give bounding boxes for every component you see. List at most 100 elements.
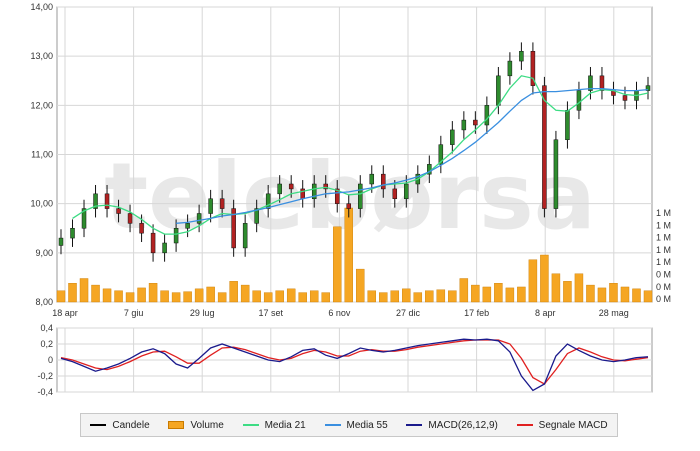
legend-label: Volume: [190, 419, 224, 431]
volume-bar: [183, 291, 192, 303]
volume-bar: [563, 281, 572, 303]
price-y-tick-label: 13,00: [30, 51, 53, 61]
volume-bar: [91, 284, 100, 303]
legend-swatch-macd: [406, 424, 423, 426]
candle-body: [185, 223, 190, 229]
candle-body: [334, 188, 340, 204]
candle-body: [311, 183, 317, 199]
legend-item-candele[interactable]: Candele: [90, 420, 150, 431]
legend-item-macd[interactable]: MACD(26,12,9): [406, 419, 498, 431]
volume-bar: [482, 286, 492, 303]
candle-body: [231, 208, 236, 249]
candle-body: [450, 129, 455, 145]
candle-body: [565, 110, 570, 140]
candle-body: [519, 51, 524, 62]
volume-axis-label: 0 M: [656, 282, 671, 292]
volume-bar: [217, 292, 227, 303]
volume-bar: [528, 259, 538, 303]
x-tick-label: 17 feb: [464, 308, 489, 318]
candle-body: [58, 237, 64, 246]
candle-body: [196, 213, 202, 224]
candle-body: [208, 198, 213, 214]
volume-bar: [125, 292, 135, 303]
candle-body: [369, 173, 375, 185]
legend-item-volume[interactable]: Volume: [168, 419, 224, 431]
volume-bar: [620, 286, 630, 303]
volume-bar: [344, 207, 353, 303]
volume-bar: [102, 288, 112, 303]
candle-body: [404, 183, 409, 199]
candle-body: [323, 183, 328, 190]
volume-axis-label: 0 M: [656, 294, 671, 304]
x-tick-label: 7 giu: [124, 308, 144, 318]
volume-bar: [229, 281, 238, 303]
volume-bar: [367, 290, 376, 303]
volume-bar: [194, 288, 204, 303]
candle-body: [392, 188, 398, 200]
x-tick-label: 28 mag: [599, 308, 629, 318]
volume-bar: [551, 273, 561, 303]
candle-body: [645, 85, 651, 91]
volume-bar: [160, 290, 169, 303]
candle-body: [588, 75, 593, 91]
candle-body: [496, 75, 501, 106]
volume-bar: [459, 278, 469, 303]
price-y-tick-label: 12,00: [30, 100, 53, 110]
volume-bar: [148, 283, 158, 303]
legend-item-segnale[interactable]: Segnale MACD: [516, 420, 608, 431]
candle-body: [139, 223, 144, 234]
volume-bar: [309, 290, 319, 303]
volume-bar: [505, 287, 515, 303]
x-tick-label: 8 apr: [535, 308, 556, 318]
candle-body: [219, 198, 225, 209]
legend-label: MACD(26,12,9): [428, 419, 498, 431]
x-tick-label: 17 set: [259, 308, 284, 318]
candle-body: [346, 203, 351, 209]
price-y-tick-label: 14,00: [30, 2, 53, 12]
volume-bar: [56, 290, 66, 303]
volume-bar: [632, 288, 641, 303]
legend-swatch-media21: [242, 424, 259, 426]
volume-bar: [356, 268, 365, 303]
legend-item-media55[interactable]: Media 55: [324, 420, 388, 431]
volume-bar: [540, 254, 549, 303]
candle-body: [484, 105, 490, 126]
volume-axis-label: 1 M: [656, 257, 671, 267]
macd-line: [60, 338, 649, 392]
legend-swatch-volume: [168, 421, 185, 429]
price-y-tick-label: 11,00: [31, 150, 53, 160]
candle-body: [150, 232, 156, 254]
candle-body: [576, 90, 582, 111]
volume-bar: [379, 292, 388, 303]
volume-bar: [413, 292, 423, 303]
volume-bar: [586, 284, 595, 303]
macd-y-tick-label: 0,4: [40, 323, 53, 333]
macd-y-tick-label: 0,2: [40, 339, 53, 349]
volume-bar: [574, 273, 584, 303]
price-y-tick-label: 10,00: [30, 199, 53, 209]
volume-bar: [333, 226, 342, 303]
x-tick-label: 27 dic: [396, 308, 421, 318]
legend-item-media21[interactable]: Media 21: [242, 419, 306, 431]
candle-body: [622, 95, 628, 101]
price-y-tick-label: 8,00: [35, 297, 53, 307]
candle-body: [93, 193, 98, 209]
x-tick-label: 29 lug: [190, 308, 215, 318]
x-tick-label: 6 nov: [328, 308, 351, 318]
legend-label: Media 21: [264, 419, 306, 431]
price-y-tick-label: 9,00: [35, 248, 53, 258]
candle-body: [473, 119, 478, 126]
candle-body: [254, 208, 259, 224]
volume-bar: [79, 278, 89, 303]
volume-bar: [425, 290, 434, 303]
volume-bar: [275, 290, 284, 303]
signal-line: [60, 339, 649, 385]
legend-swatch-candele: [90, 424, 107, 426]
candle-body: [381, 173, 386, 190]
volume-bar: [252, 290, 261, 303]
volume-bar: [390, 290, 400, 303]
legend-swatch-segnale: [516, 424, 533, 426]
volume-bar: [494, 283, 503, 303]
candle-body: [461, 119, 467, 131]
